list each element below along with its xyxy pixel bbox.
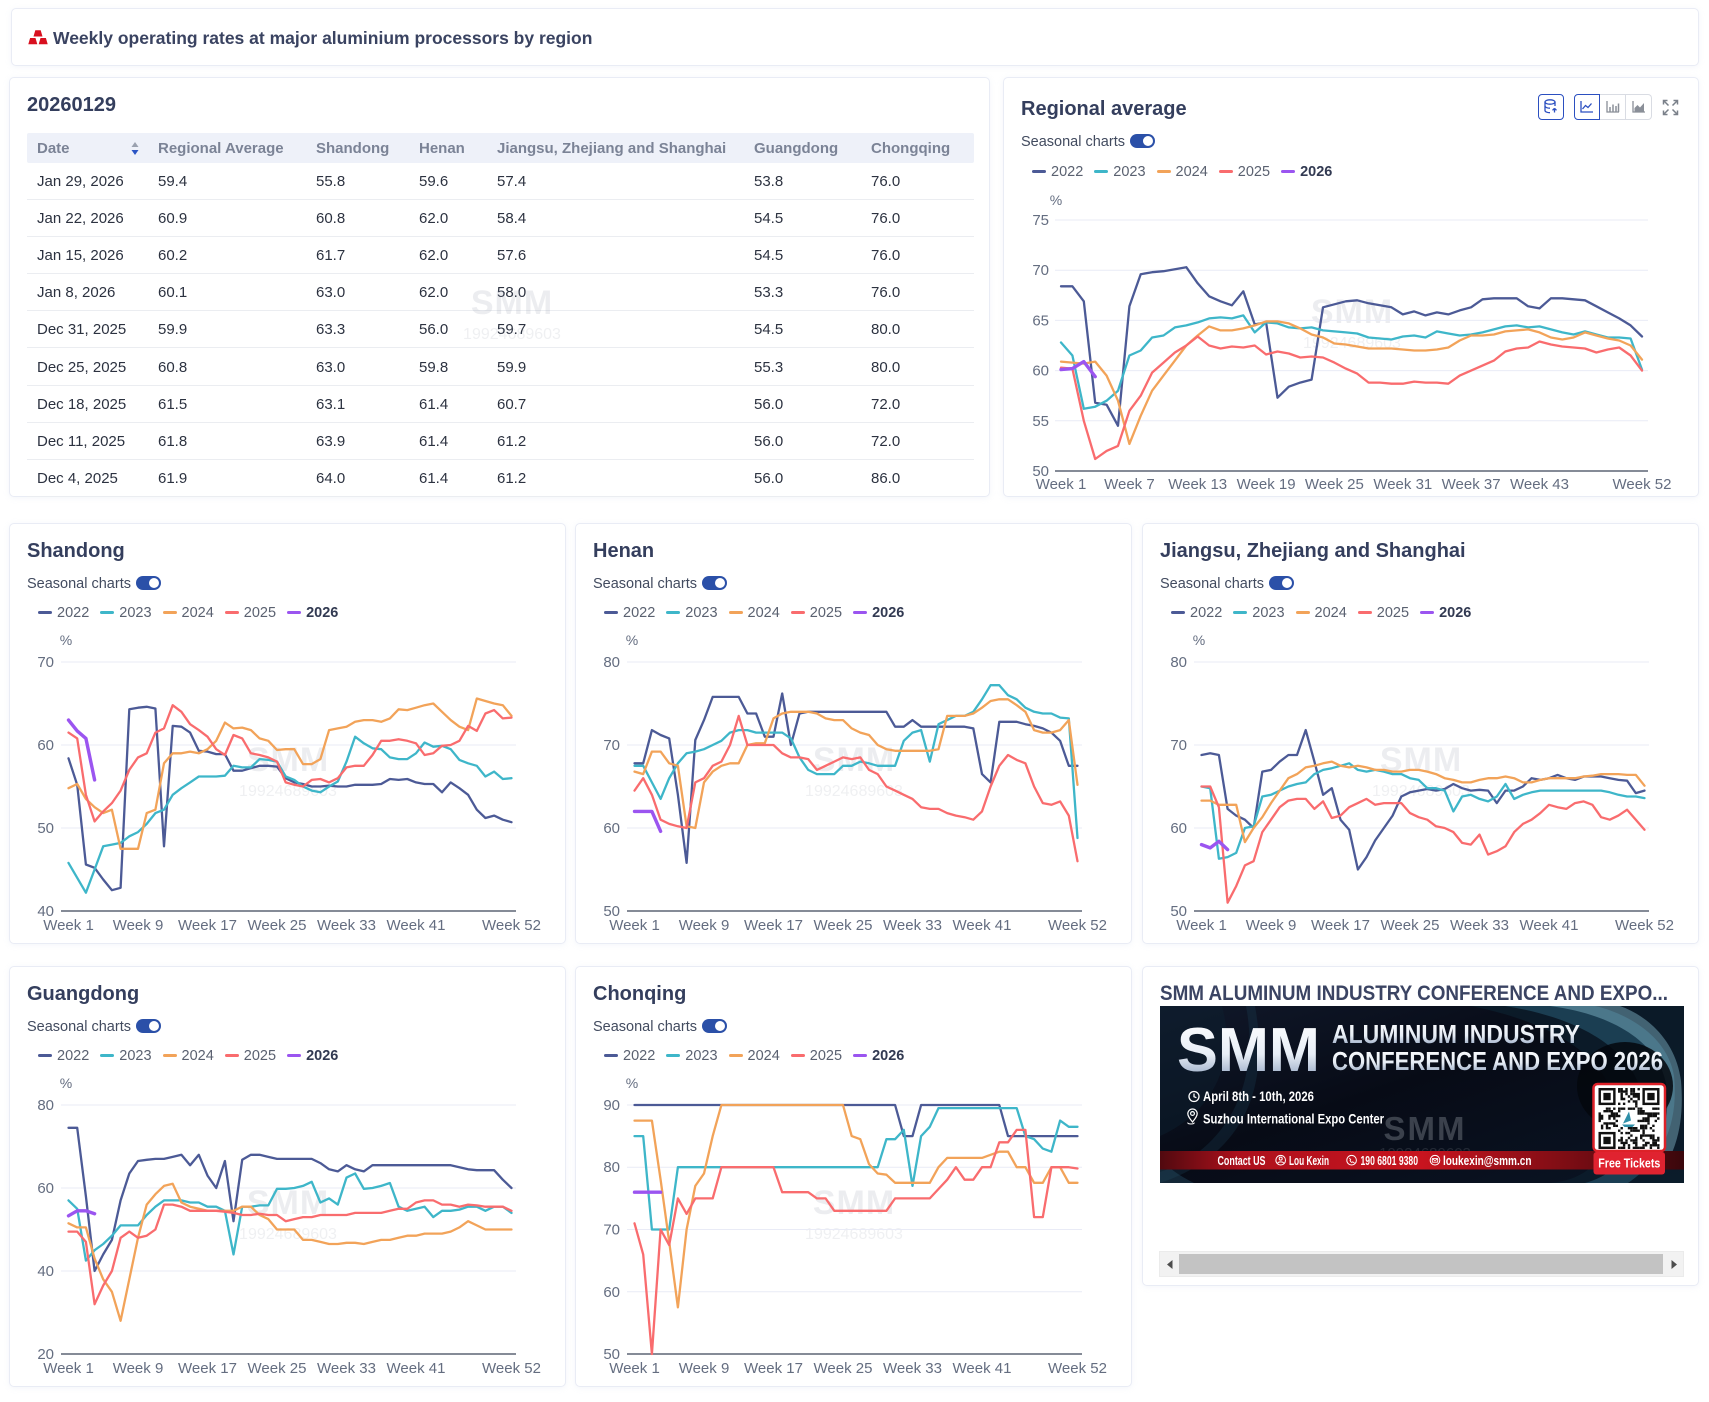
svg-text:Week 19: Week 19 <box>1237 476 1296 493</box>
svg-text:Week 17: Week 17 <box>744 1360 803 1377</box>
svg-text:Week 9: Week 9 <box>679 917 730 934</box>
svg-text:40: 40 <box>37 903 54 920</box>
svg-text:Week 41: Week 41 <box>953 1360 1012 1377</box>
svg-text:Week 52: Week 52 <box>1615 917 1674 934</box>
svg-text:Week 9: Week 9 <box>679 1360 730 1377</box>
svg-text:Week 1: Week 1 <box>43 1360 94 1377</box>
svg-text:Week 1: Week 1 <box>609 917 660 934</box>
svg-text:ALUMINUM INDUSTRY: ALUMINUM INDUSTRY <box>1332 1019 1580 1049</box>
svg-text:Week 33: Week 33 <box>883 917 942 934</box>
svg-text:60: 60 <box>603 820 620 837</box>
svg-text:Week 41: Week 41 <box>387 917 446 934</box>
svg-text:70: 70 <box>603 737 620 754</box>
svg-text:%: % <box>1193 632 1205 648</box>
svg-text:loukexin@smm.cn: loukexin@smm.cn <box>1443 1153 1532 1168</box>
svg-text:Week 13: Week 13 <box>1168 476 1227 493</box>
svg-text:Contact US: Contact US <box>1218 1153 1266 1168</box>
svg-text:65: 65 <box>1032 312 1049 329</box>
svg-text:190 6801 9380: 190 6801 9380 <box>1361 1153 1419 1168</box>
svg-text:Week 33: Week 33 <box>883 1360 942 1377</box>
svg-text:60: 60 <box>1032 363 1049 380</box>
svg-text:80: 80 <box>37 1097 54 1114</box>
svg-text:50: 50 <box>1170 903 1187 920</box>
svg-text:Week 7: Week 7 <box>1104 476 1155 493</box>
svg-text:%: % <box>60 1075 72 1091</box>
svg-text:Week 1: Week 1 <box>1176 917 1227 934</box>
svg-text:Week 52: Week 52 <box>1048 917 1107 934</box>
svg-text:SMM ALUMINUM INDUSTRY CONFEREN: SMM ALUMINUM INDUSTRY CONFERENCE AND EXP… <box>1160 982 1668 1005</box>
svg-text:90: 90 <box>603 1097 620 1114</box>
svg-text:%: % <box>626 1075 638 1091</box>
svg-text:Week 17: Week 17 <box>178 1360 237 1377</box>
svg-text:50: 50 <box>603 903 620 920</box>
svg-text:Week 33: Week 33 <box>317 1360 376 1377</box>
svg-text:Week 9: Week 9 <box>113 1360 164 1377</box>
svg-text:Week 1: Week 1 <box>1036 476 1087 493</box>
svg-text:Lou Kexin: Lou Kexin <box>1289 1153 1329 1168</box>
svg-text:70: 70 <box>37 654 54 671</box>
svg-text:Week 25: Week 25 <box>814 1360 873 1377</box>
svg-text:April 8th - 10th, 2026: April 8th - 10th, 2026 <box>1203 1089 1314 1104</box>
svg-text:Week 25: Week 25 <box>814 917 873 934</box>
svg-text:70: 70 <box>1170 737 1187 754</box>
svg-text:Week 52: Week 52 <box>482 917 541 934</box>
svg-text:50: 50 <box>37 820 54 837</box>
svg-text:80: 80 <box>603 1159 620 1176</box>
svg-text:75: 75 <box>1032 212 1049 229</box>
svg-text:Week 9: Week 9 <box>1246 917 1297 934</box>
svg-text:Week 17: Week 17 <box>744 917 803 934</box>
svg-text:Week 52: Week 52 <box>1048 1360 1107 1377</box>
svg-text:60: 60 <box>37 1180 54 1197</box>
svg-text:Week 33: Week 33 <box>317 917 376 934</box>
svg-text:Week 52: Week 52 <box>482 1360 541 1377</box>
svg-text:70: 70 <box>603 1222 620 1239</box>
svg-text:60: 60 <box>603 1284 620 1301</box>
svg-text:SMM: SMM <box>1384 1110 1467 1147</box>
svg-text:Week 9: Week 9 <box>113 917 164 934</box>
svg-text:Week 43: Week 43 <box>1510 476 1569 493</box>
svg-text:60: 60 <box>1170 820 1187 837</box>
svg-text:Week 25: Week 25 <box>248 917 307 934</box>
svg-text:Week 25: Week 25 <box>248 1360 307 1377</box>
svg-text:Week 41: Week 41 <box>953 917 1012 934</box>
svg-text:70: 70 <box>1032 262 1049 279</box>
svg-text:80: 80 <box>1170 654 1187 671</box>
svg-text:Week 25: Week 25 <box>1381 917 1440 934</box>
svg-text:%: % <box>60 632 72 648</box>
svg-text:20: 20 <box>37 1346 54 1363</box>
svg-text:Week 37: Week 37 <box>1442 476 1501 493</box>
svg-text:60: 60 <box>37 737 54 754</box>
svg-text:Week 52: Week 52 <box>1613 476 1672 493</box>
svg-text:Week 41: Week 41 <box>387 1360 446 1377</box>
svg-text:40: 40 <box>37 1263 54 1280</box>
svg-text:SMM: SMM <box>1177 1016 1320 1085</box>
svg-text:Week 1: Week 1 <box>43 917 94 934</box>
svg-text:Week 31: Week 31 <box>1373 476 1432 493</box>
svg-text:Week 17: Week 17 <box>1311 917 1370 934</box>
svg-text:50: 50 <box>603 1346 620 1363</box>
svg-text:55: 55 <box>1032 413 1049 430</box>
svg-text:Week 33: Week 33 <box>1450 917 1509 934</box>
svg-text:%: % <box>626 632 638 648</box>
svg-text:50: 50 <box>1032 463 1049 480</box>
svg-text:80: 80 <box>603 654 620 671</box>
svg-text:Week 41: Week 41 <box>1520 917 1579 934</box>
svg-text:Suzhou International Expo Cent: Suzhou International Expo Center <box>1203 1112 1385 1127</box>
svg-text:CONFERENCE AND EXPO 2026: CONFERENCE AND EXPO 2026 <box>1332 1046 1663 1076</box>
svg-text:Free Tickets: Free Tickets <box>1598 1157 1660 1171</box>
svg-text:Week 17: Week 17 <box>178 917 237 934</box>
svg-text:Week 25: Week 25 <box>1305 476 1364 493</box>
svg-text:%: % <box>1050 192 1062 208</box>
svg-text:Week 1: Week 1 <box>609 1360 660 1377</box>
